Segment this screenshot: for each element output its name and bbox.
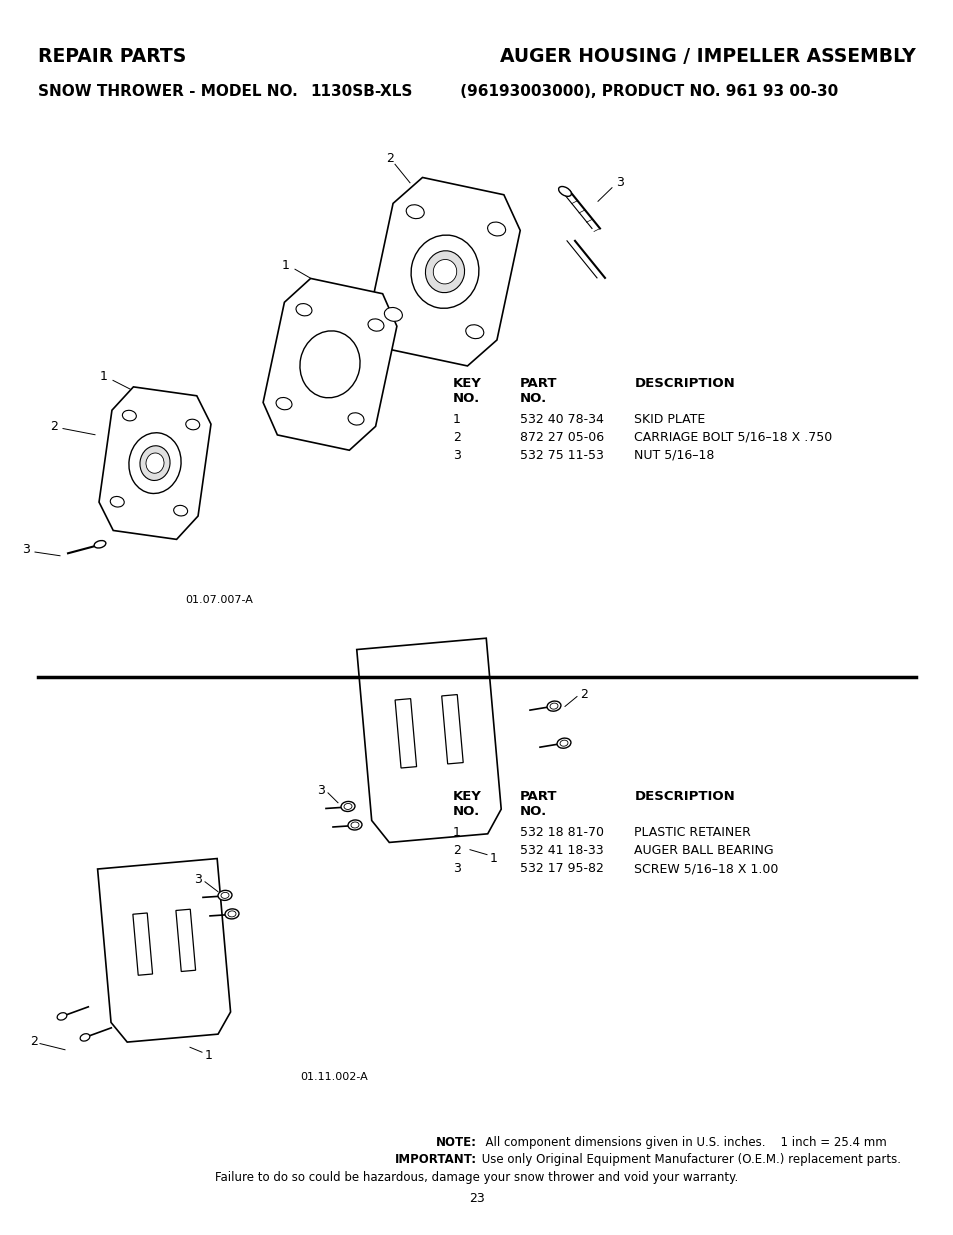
Polygon shape	[175, 909, 195, 972]
Text: 2: 2	[386, 152, 394, 164]
Text: 2: 2	[453, 431, 460, 443]
Text: PART
NO.: PART NO.	[519, 377, 557, 405]
Ellipse shape	[465, 325, 483, 338]
Text: AUGER HOUSING / IMPELLER ASSEMBLY: AUGER HOUSING / IMPELLER ASSEMBLY	[499, 47, 915, 65]
Text: 3: 3	[316, 784, 325, 797]
Text: CARRIAGE BOLT 5/16–18 X .750: CARRIAGE BOLT 5/16–18 X .750	[634, 431, 832, 443]
Ellipse shape	[351, 823, 358, 827]
Polygon shape	[356, 638, 500, 842]
Text: KEY
NO.: KEY NO.	[453, 790, 481, 819]
Text: 2: 2	[51, 420, 58, 432]
Ellipse shape	[80, 1034, 90, 1041]
Text: SKID PLATE: SKID PLATE	[634, 412, 705, 426]
Text: AUGER BALL BEARING: AUGER BALL BEARING	[634, 845, 773, 857]
Text: 872 27 05-06: 872 27 05-06	[519, 431, 603, 443]
Text: IMPORTANT:: IMPORTANT:	[395, 1153, 476, 1167]
Polygon shape	[441, 694, 463, 764]
Ellipse shape	[348, 820, 361, 830]
Text: 532 41 18-33: 532 41 18-33	[519, 845, 603, 857]
Text: 1: 1	[453, 826, 460, 840]
Ellipse shape	[295, 304, 312, 316]
Text: SNOW THROWER - MODEL NO.: SNOW THROWER - MODEL NO.	[38, 84, 303, 99]
Text: 1: 1	[100, 370, 108, 383]
Text: 1: 1	[205, 1050, 213, 1062]
Text: 1: 1	[282, 259, 290, 272]
Text: 23: 23	[469, 1192, 484, 1205]
Text: 532 40 78-34: 532 40 78-34	[519, 412, 603, 426]
Polygon shape	[132, 913, 152, 976]
Ellipse shape	[122, 410, 136, 421]
Ellipse shape	[218, 890, 232, 900]
Text: 1: 1	[453, 412, 460, 426]
Text: 3: 3	[453, 862, 460, 876]
Text: Failure to do so could be hazardous, damage your snow thrower and void your warr: Failure to do so could be hazardous, dam…	[215, 1171, 738, 1184]
Ellipse shape	[221, 893, 229, 898]
Ellipse shape	[433, 259, 456, 284]
Text: REPAIR PARTS: REPAIR PARTS	[38, 47, 186, 65]
Ellipse shape	[384, 308, 402, 321]
Text: 532 75 11-53: 532 75 11-53	[519, 448, 603, 462]
Ellipse shape	[57, 1013, 67, 1020]
Text: 01.07.007-A: 01.07.007-A	[185, 595, 253, 605]
Ellipse shape	[94, 541, 106, 548]
Text: PLASTIC RETAINER: PLASTIC RETAINER	[634, 826, 751, 840]
Ellipse shape	[406, 205, 424, 219]
Polygon shape	[263, 278, 396, 451]
Text: 1130SB-XLS: 1130SB-XLS	[310, 84, 412, 99]
Polygon shape	[99, 387, 211, 540]
Polygon shape	[395, 699, 416, 768]
Text: (96193003000), PRODUCT NO. 961 93 00-30: (96193003000), PRODUCT NO. 961 93 00-30	[455, 84, 838, 99]
Text: 3: 3	[616, 177, 623, 189]
Polygon shape	[370, 178, 519, 366]
Text: All component dimensions given in U.S. inches.    1 inch = 25.4 mm: All component dimensions given in U.S. i…	[477, 1136, 886, 1150]
Ellipse shape	[557, 739, 570, 748]
Ellipse shape	[546, 701, 560, 711]
Text: 2: 2	[30, 1035, 38, 1047]
Ellipse shape	[275, 398, 292, 410]
Ellipse shape	[299, 331, 359, 398]
Ellipse shape	[558, 186, 571, 196]
Text: 3: 3	[22, 543, 30, 556]
Text: KEY
NO.: KEY NO.	[453, 377, 481, 405]
Text: 532 18 81-70: 532 18 81-70	[519, 826, 603, 840]
Text: DESCRIPTION: DESCRIPTION	[634, 377, 735, 390]
Ellipse shape	[550, 703, 558, 709]
Text: 3: 3	[453, 448, 460, 462]
Text: 01.11.002-A: 01.11.002-A	[299, 1072, 367, 1082]
Ellipse shape	[146, 453, 164, 473]
Text: PART
NO.: PART NO.	[519, 790, 557, 819]
Ellipse shape	[225, 909, 239, 919]
Text: 2: 2	[579, 688, 587, 700]
Polygon shape	[97, 858, 231, 1042]
Ellipse shape	[186, 419, 199, 430]
Ellipse shape	[173, 505, 188, 516]
Text: Use only Original Equipment Manufacturer (O.E.M.) replacement parts.: Use only Original Equipment Manufacturer…	[477, 1153, 900, 1167]
Text: 1: 1	[490, 852, 497, 864]
Text: NUT 5/16–18: NUT 5/16–18	[634, 448, 714, 462]
Text: 2: 2	[453, 845, 460, 857]
Text: NOTE:: NOTE:	[436, 1136, 476, 1150]
Text: SCREW 5/16–18 X 1.00: SCREW 5/16–18 X 1.00	[634, 862, 778, 876]
Ellipse shape	[140, 446, 170, 480]
Ellipse shape	[348, 412, 364, 425]
Ellipse shape	[559, 740, 567, 746]
Ellipse shape	[111, 496, 124, 508]
Ellipse shape	[425, 251, 464, 293]
Ellipse shape	[344, 804, 352, 809]
Text: 532 17 95-82: 532 17 95-82	[519, 862, 603, 876]
Text: DESCRIPTION: DESCRIPTION	[634, 790, 735, 804]
Ellipse shape	[368, 319, 383, 331]
Ellipse shape	[340, 802, 355, 811]
Ellipse shape	[129, 432, 181, 494]
Ellipse shape	[411, 235, 478, 309]
Ellipse shape	[228, 911, 235, 916]
Ellipse shape	[487, 222, 505, 236]
Text: 3: 3	[193, 873, 202, 885]
